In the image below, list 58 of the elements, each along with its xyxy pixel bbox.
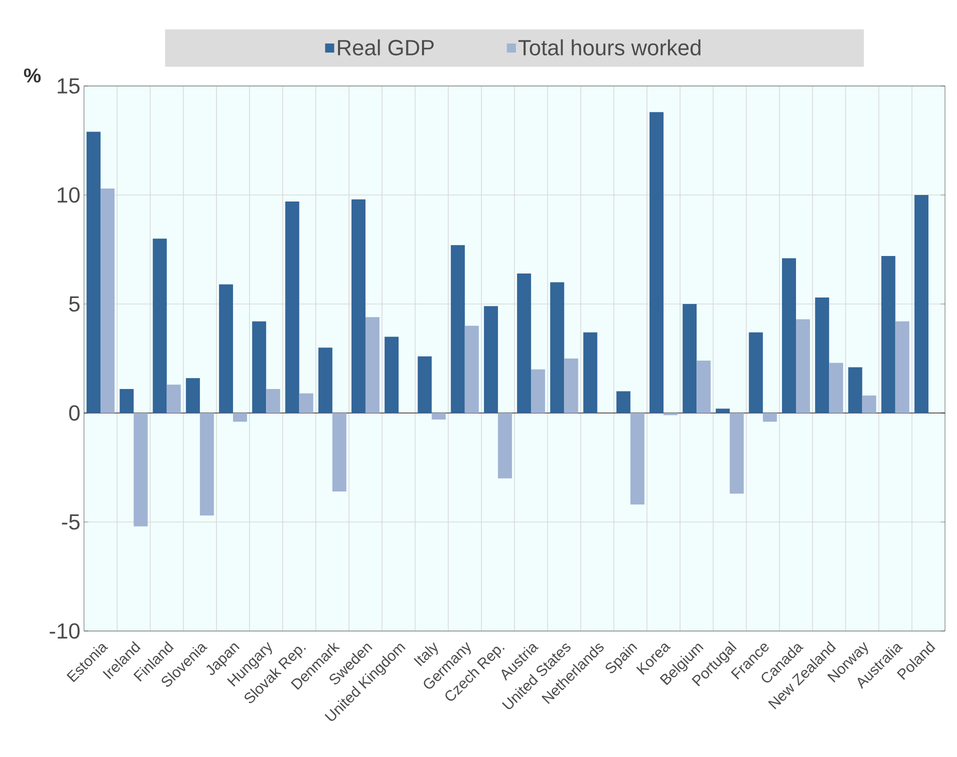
- bar: [730, 412, 744, 494]
- bar: [531, 369, 546, 413]
- bar: [464, 326, 479, 413]
- y-tick-label: -5: [62, 514, 80, 530]
- bar: [696, 360, 711, 413]
- bar: [233, 412, 248, 422]
- bar: [616, 391, 630, 413]
- bar: [252, 321, 266, 413]
- bar: [630, 412, 644, 505]
- bar: [152, 238, 167, 413]
- bar: [881, 256, 896, 413]
- y-tick-label: 0: [69, 405, 80, 421]
- bar: [748, 332, 763, 413]
- bar: [895, 321, 910, 413]
- bar: [498, 412, 512, 478]
- bar: [266, 389, 280, 413]
- y-tick-label: 15: [58, 78, 80, 94]
- bar: [318, 348, 332, 413]
- bar: [285, 202, 300, 413]
- bar: [862, 396, 876, 413]
- bar: [450, 245, 465, 413]
- bar: [682, 304, 697, 413]
- bar: [86, 132, 101, 413]
- bar: [484, 306, 498, 413]
- bar: [186, 378, 200, 413]
- bar: [550, 282, 564, 413]
- bar: [365, 317, 380, 413]
- bar: [200, 412, 214, 516]
- bar: [796, 319, 810, 413]
- bar: [848, 367, 862, 413]
- bar: [134, 412, 148, 526]
- bar: [782, 258, 796, 413]
- bar: [166, 384, 181, 413]
- bar: [432, 412, 446, 420]
- y-tick-label: 5: [69, 296, 80, 312]
- bar: [299, 393, 314, 413]
- bar: [914, 194, 928, 413]
- bar: [517, 273, 532, 413]
- legend-label: Total hours worked: [518, 39, 700, 56]
- bar: [716, 408, 730, 413]
- bar: [418, 356, 432, 413]
- bar: [332, 412, 346, 492]
- y-axis-title: %: [24, 68, 41, 82]
- bar: [650, 112, 664, 413]
- y-tick-label: -10: [50, 623, 80, 639]
- bar: [100, 188, 115, 413]
- bar: [815, 297, 830, 413]
- bar: [583, 332, 598, 413]
- bar: [762, 412, 777, 422]
- bar: [384, 336, 399, 413]
- y-tick-label: 10: [58, 187, 80, 203]
- bar: [351, 199, 366, 413]
- legend-label: Real GDP: [338, 39, 434, 56]
- bar: [564, 358, 578, 413]
- bar: [664, 412, 678, 416]
- bar: [219, 284, 234, 413]
- bar: [829, 362, 844, 413]
- bar: [120, 389, 134, 413]
